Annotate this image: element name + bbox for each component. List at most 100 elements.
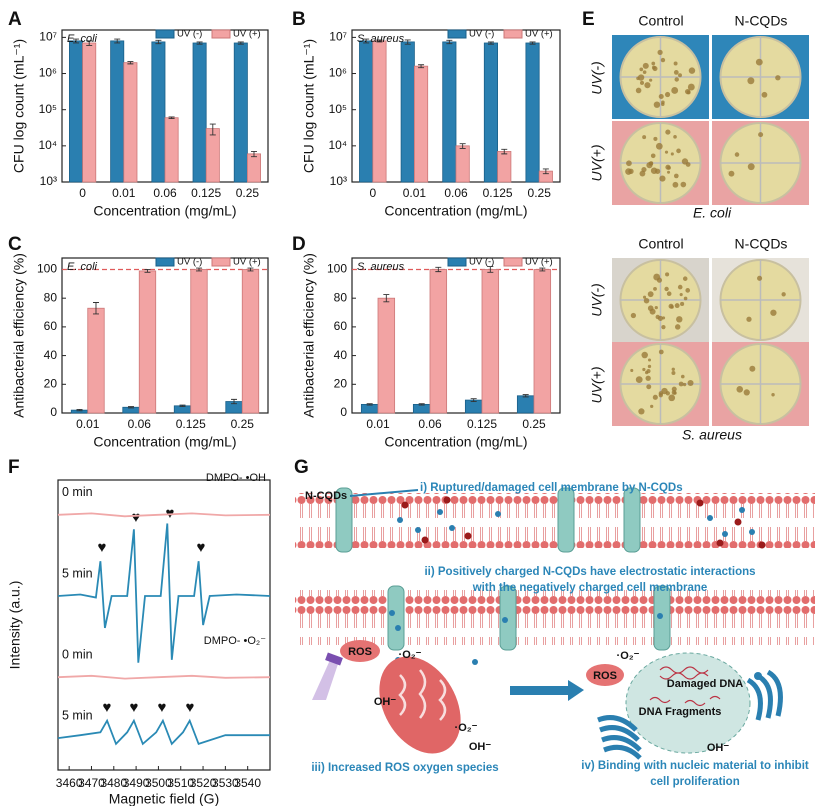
panel-letter: B [292, 9, 306, 30]
colony [630, 312, 637, 319]
x-tick-label: 0.25 [522, 417, 546, 431]
bar [110, 40, 125, 183]
colony [680, 301, 685, 307]
colony [671, 386, 677, 392]
error-bar [542, 168, 549, 175]
colony [757, 275, 763, 281]
colony [771, 393, 775, 397]
x-tick-label: 0.06 [153, 186, 177, 200]
plot-frame [57, 479, 271, 771]
x-tick-label: 3540 [234, 776, 261, 790]
error-bar [446, 39, 453, 45]
x-tick-label: 0.06 [444, 186, 468, 200]
colony [655, 314, 660, 320]
y-axis-label: Intensity (a.u.) [7, 581, 23, 670]
y-tick-label: 10⁷ [39, 30, 57, 44]
arrow [349, 489, 419, 497]
organelle [746, 669, 783, 721]
legend-label: UV (+) [233, 257, 261, 268]
colony [755, 58, 763, 66]
series-label: 5 min [62, 708, 93, 722]
bar [483, 42, 498, 183]
y-tick-label: 20 [334, 376, 348, 390]
colony [639, 80, 645, 85]
colony [781, 292, 786, 297]
x-tick-label: 0.25 [236, 186, 260, 200]
y-axis-label: CFU log count (mL⁻¹) [11, 39, 27, 173]
label: OH⁻ [469, 741, 492, 753]
bar [205, 128, 220, 183]
bar [69, 40, 84, 183]
peak-marker: ♥ [103, 699, 112, 716]
error-bar [247, 267, 254, 272]
colony [674, 324, 681, 330]
error-bar [209, 123, 216, 136]
colony [747, 77, 755, 85]
y-tick-label: 10³ [330, 174, 347, 188]
label: Damaged DNA [667, 678, 743, 690]
x-tick-label: 3520 [190, 776, 217, 790]
bar [442, 41, 457, 183]
colony [746, 316, 752, 322]
panel-f-decor: ♥ ♥ ♥ ♥ ♥ ♥ ♥ ♥ [98, 505, 206, 716]
y-tick-label: 80 [334, 290, 348, 304]
bar [377, 297, 396, 414]
bar [413, 65, 429, 183]
error-bar [196, 41, 203, 45]
colony [660, 57, 666, 63]
colony [647, 291, 654, 298]
ros-cloud [586, 664, 624, 686]
label: ·O₂⁻ [399, 649, 422, 661]
plot-annotation: S. aureus [357, 33, 405, 45]
colony [673, 61, 678, 66]
colony [637, 74, 645, 81]
error-bar [487, 41, 494, 45]
panel-g: G N-CQDs i) Ruptured/damaged cell membra… [294, 457, 815, 788]
panel-letter: A [8, 9, 22, 30]
colony [664, 150, 669, 154]
colony [673, 173, 679, 179]
dna [659, 666, 709, 680]
error-bar [92, 302, 99, 315]
colony [665, 129, 671, 135]
x-tick-label: 3470 [78, 776, 105, 790]
colony [673, 70, 679, 75]
colony [630, 368, 634, 372]
panel-letter: G [294, 457, 309, 478]
colony [649, 308, 656, 315]
bar [246, 153, 261, 183]
spectrum-line [57, 512, 271, 518]
legend-swatch [447, 29, 467, 39]
label: ·O₂⁻ [617, 650, 640, 662]
y-tick-label: 0 [50, 405, 57, 419]
colony [673, 391, 677, 395]
error-bar [522, 394, 529, 398]
y-tick-label: 40 [334, 348, 348, 362]
error-bar [86, 40, 93, 46]
colony [677, 284, 683, 290]
colony [651, 61, 656, 66]
colony [647, 364, 652, 369]
legend-label: UV (-) [469, 257, 494, 268]
caption: E. coli [693, 205, 732, 221]
plot-annotation: S. aureus [357, 261, 405, 273]
colony [648, 161, 654, 166]
label: OH⁻ [707, 742, 730, 754]
colony [679, 293, 683, 297]
colony [661, 102, 665, 106]
bar [241, 269, 260, 414]
x-tick-label: 0.125 [191, 186, 221, 200]
x-tick-label: 3490 [123, 776, 150, 790]
x-tick-label: 3530 [212, 776, 239, 790]
y-tick-label: 10³ [40, 174, 57, 188]
y-axis-label: Antibacterial efficiency (%) [11, 253, 27, 418]
bar [481, 269, 500, 414]
error-bar [376, 39, 383, 43]
error-bar [114, 38, 121, 44]
bar [138, 270, 157, 414]
y-tick-label: 100 [327, 262, 347, 276]
peak-marker: ♥ [130, 699, 139, 716]
colony [676, 148, 681, 154]
colony [625, 168, 632, 175]
bar [455, 145, 470, 183]
